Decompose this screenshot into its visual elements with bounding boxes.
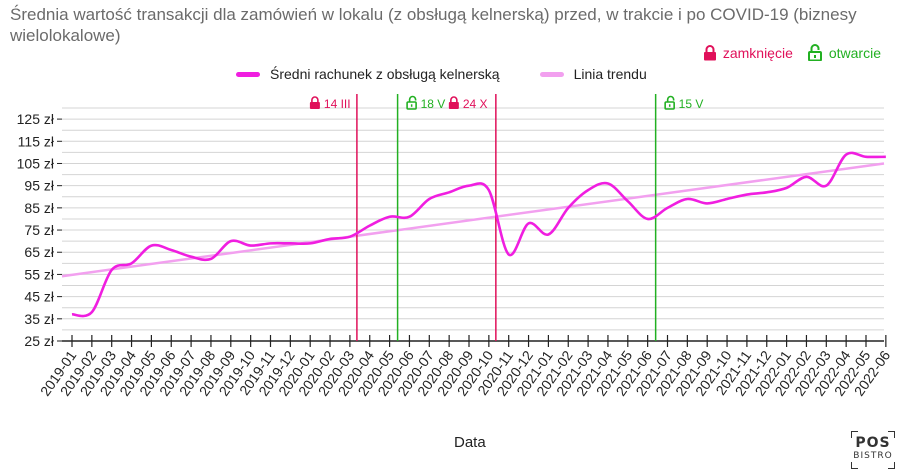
legend-series-trend: Linia trendu [539, 66, 647, 82]
lock-open-icon [406, 95, 417, 110]
legend-label-avg: Średni rachunek z obsługą kelnerską [270, 66, 500, 82]
y-tick-label: 45 zł [24, 289, 54, 305]
legend-label-trend: Linia trendu [573, 66, 647, 82]
y-tick-label: 115 zł [18, 133, 55, 149]
lock-open-icon [807, 44, 822, 61]
lock-closed-icon [448, 96, 459, 109]
y-tick-label: 35 zł [24, 311, 54, 327]
x-axis-title: Data [454, 434, 486, 451]
legend-opening-label: otwarcie [828, 44, 881, 61]
pos-bistro-logo: POS BISTRO [851, 431, 895, 469]
event-label: 18 V [421, 97, 446, 111]
series-line [71, 151, 886, 318]
lock-closed-icon [309, 96, 320, 109]
y-tick-label: 105 zł [17, 155, 55, 171]
logo-bistro: BISTRO [853, 451, 893, 461]
legend-swatch-trend [539, 71, 564, 77]
trend-line [61, 162, 885, 278]
y-tick-label: 55 zł [24, 266, 54, 282]
y-tick-label: 85 zł [24, 200, 54, 216]
event-legend: zamknięcie otwarcie [703, 44, 881, 61]
legend-swatch-avg [236, 71, 260, 77]
lock-open-icon [664, 95, 675, 110]
legend-closing-label: zamknięcie [722, 44, 793, 61]
y-tick-label: 25 zł [24, 333, 54, 349]
event-label: 15 V [679, 97, 704, 111]
y-tick-label: 75 zł [24, 222, 54, 238]
lock-closed-icon [703, 45, 716, 61]
legend-closing: zamknięcie [703, 44, 793, 61]
y-tick-label: 125 zł [17, 111, 55, 127]
logo-pos: POS [855, 435, 891, 451]
legend-series-avg: Średni rachunek z obsługą kelnerską [236, 66, 500, 82]
series-legend: Średni rachunek z obsługą kelnerską Lini… [236, 66, 647, 82]
y-tick-label: 65 zł [24, 244, 54, 260]
chart-title: Średnia wartość transakcji dla zamówień … [10, 5, 857, 45]
legend-opening: otwarcie [807, 44, 881, 61]
event-label: 24 X [463, 97, 488, 111]
event-label: 14 III [324, 97, 351, 111]
y-tick-label: 95 zł [24, 178, 54, 194]
